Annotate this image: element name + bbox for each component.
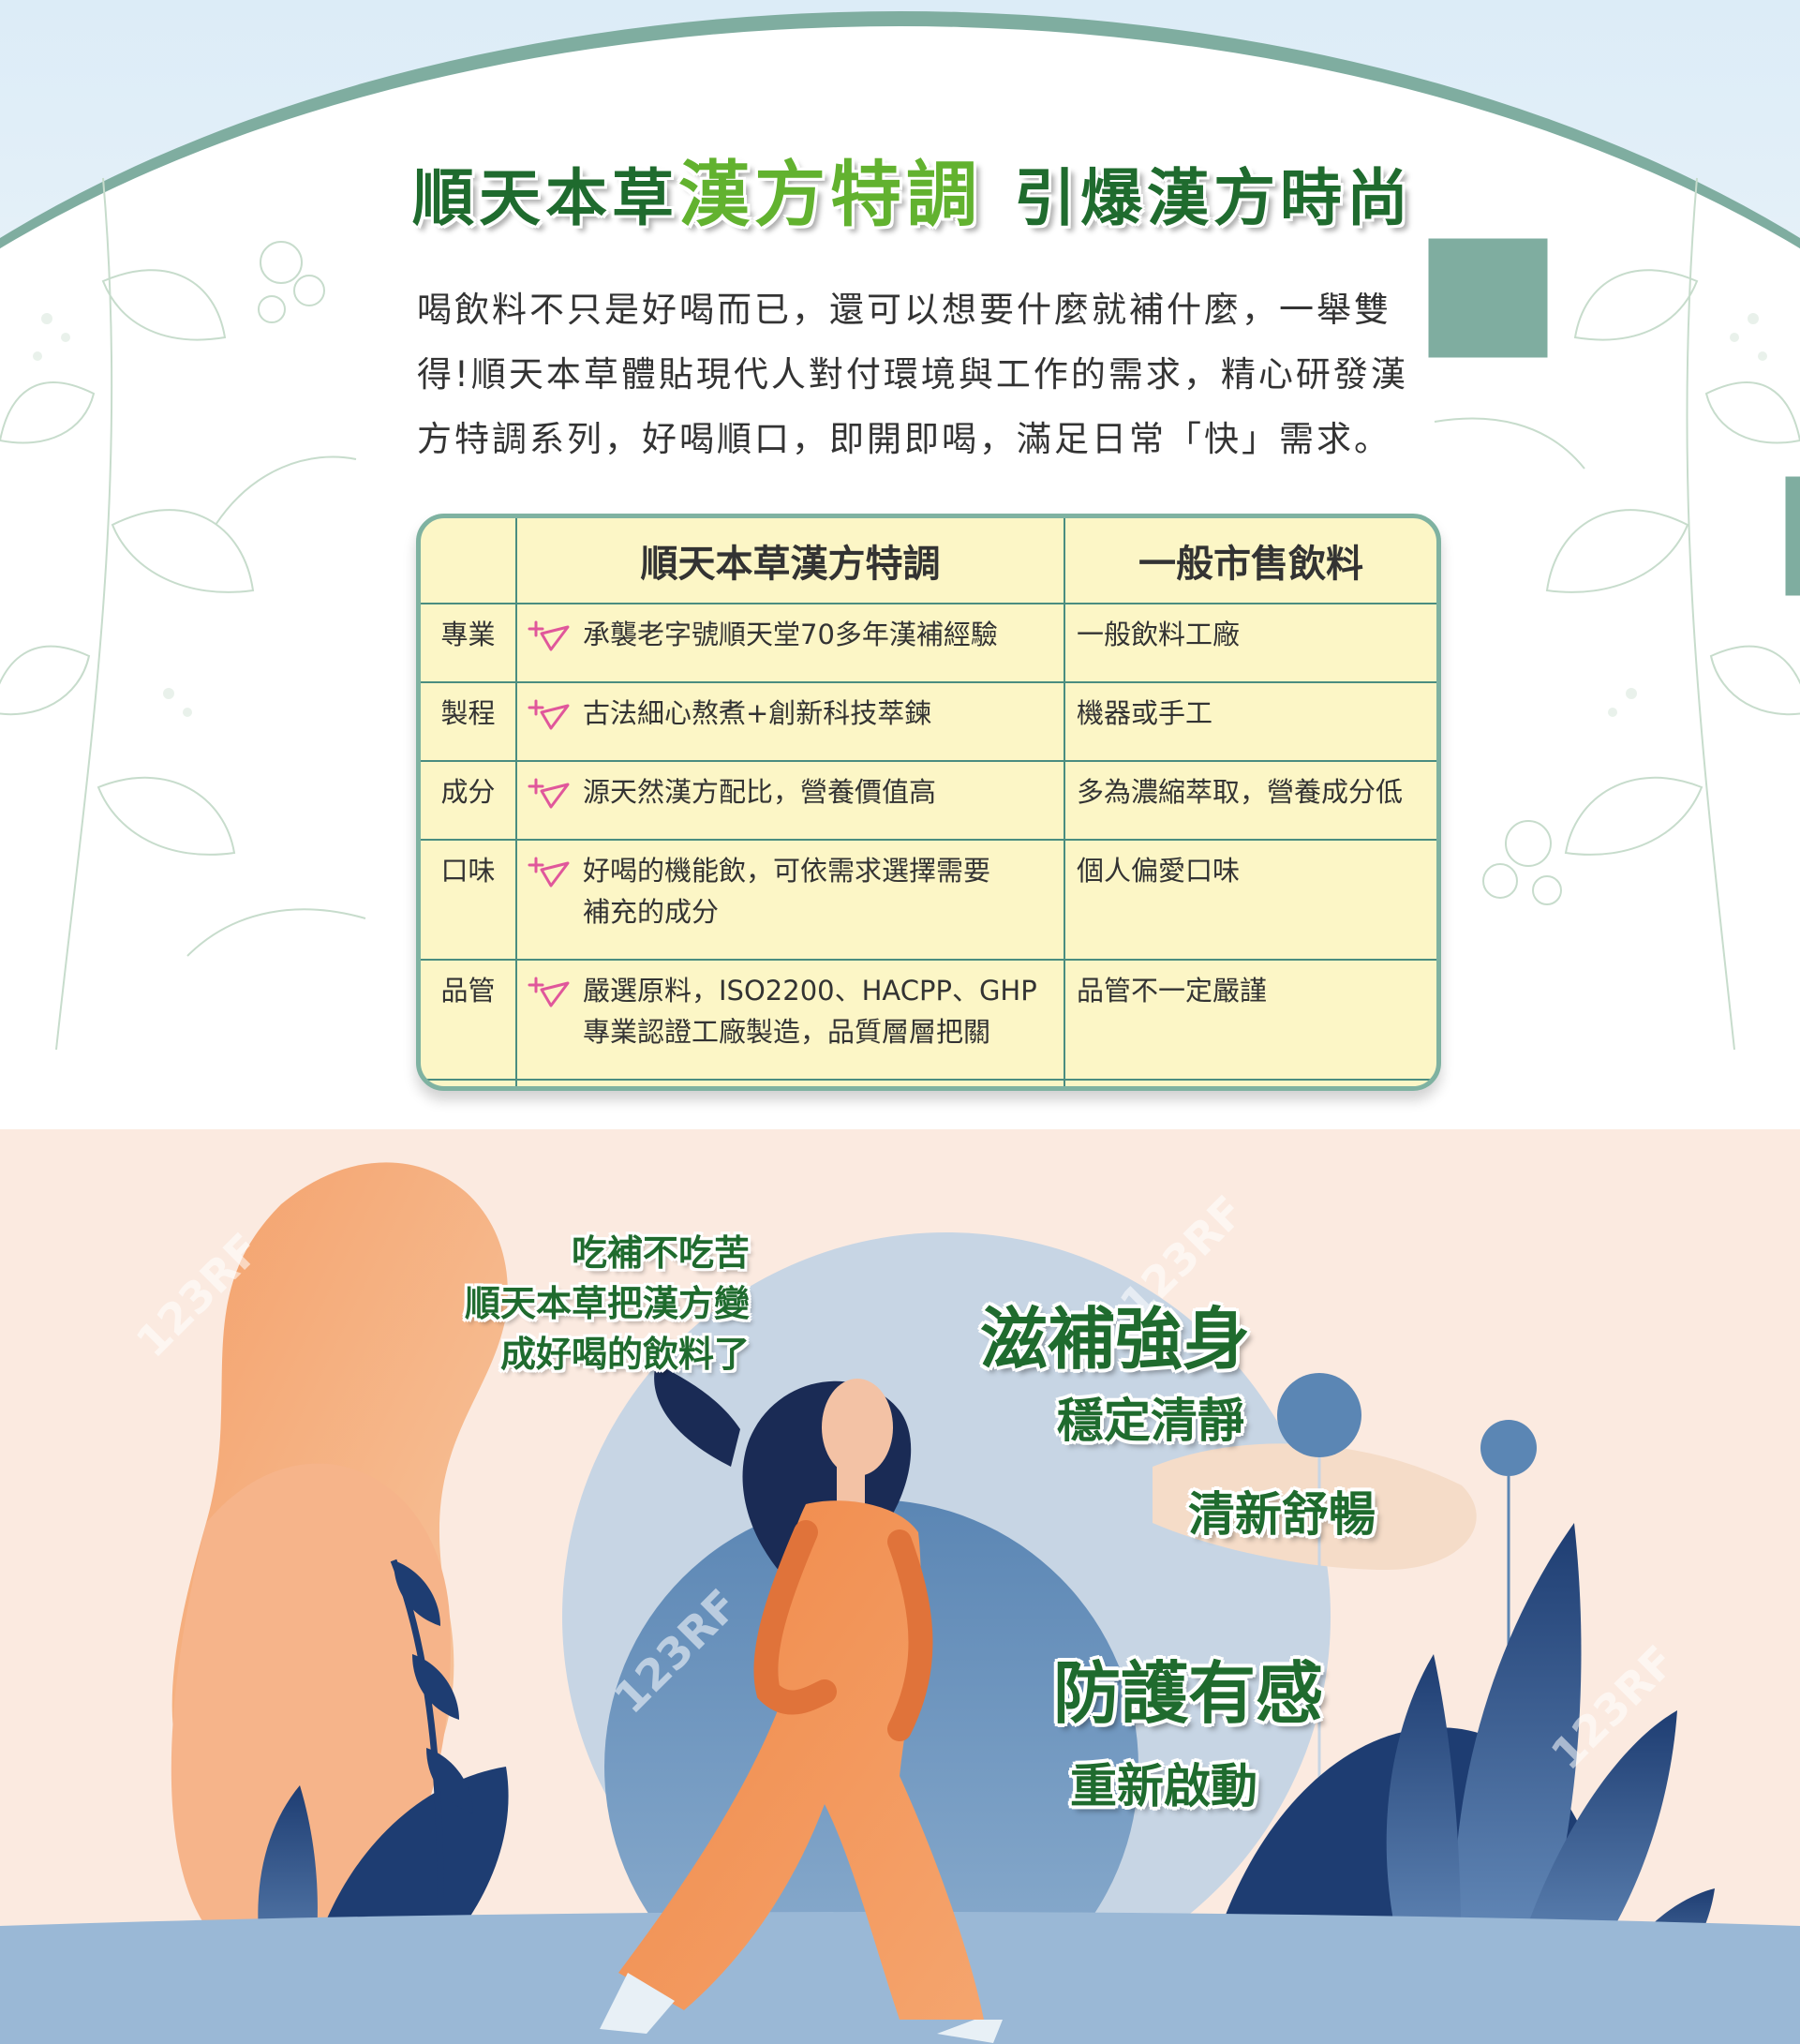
- row-ours: 源天然漢方配比，營養價值高: [516, 761, 1065, 841]
- row-category: 專業: [421, 604, 517, 683]
- woman-walking-illustration: [0, 1162, 1800, 2044]
- row-ours: 古法細心熬煮+創新科技萃鍊: [516, 682, 1065, 762]
- row-category: 口味: [421, 840, 517, 961]
- row-category: 安全: [421, 1080, 517, 1086]
- row-general: 一般飲料工廠: [1064, 604, 1436, 683]
- herb-illustration-left: [0, 177, 366, 1051]
- row-ours: 無添加防腐劑、香料、色素 無人工甜味劑: [516, 1080, 1065, 1091]
- table-row: 專業 承襲老字號順天堂70多年漢補經驗 一般飲料工廠: [421, 604, 1436, 683]
- table-row: 品管 嚴選原料，ISO2200、HACPP、GHP 專業認證工廠製造，品質層層把…: [421, 960, 1436, 1081]
- row-general: 常有化學添加物: [1064, 1080, 1436, 1086]
- row-ours-text: 無添加防腐劑、香料、色素 無人工甜味劑: [583, 1090, 1056, 1091]
- title-product: 漢方特調: [678, 153, 982, 236]
- pink-check-icon: [528, 620, 570, 651]
- pink-check-icon: [528, 778, 570, 809]
- row-ours: 好喝的機能飲，可依需求選擇需要 補充的成分: [516, 840, 1065, 961]
- table-header-general: 一般市售飲料: [1064, 518, 1436, 604]
- intro-line-2: 得!順天本草體貼現代人對付環境與工作的需求，精心研發漢: [417, 354, 1408, 395]
- intro-line-1: 喝飲料不只是好喝而已，還可以想要什麼就補什麼，一舉雙: [417, 290, 1391, 330]
- row-ours-text: 嚴選原料，ISO2200、HACPP、GHP 專業認證工廠製造，品質層層把關: [583, 975, 1037, 1048]
- table-header-blank: [421, 518, 517, 604]
- row-ours-text: 好喝的機能飲，可依需求選擇需要 補充的成分: [583, 855, 991, 928]
- intro-paragraph: 喝飲料不只是好喝而已，還可以想要什麼就補什麼，一舉雙 得!順天本草體貼現代人對付…: [417, 277, 1466, 471]
- row-general: 個人偏愛口味: [1064, 840, 1436, 961]
- table-row: 安全 無添加防腐劑、香料、色素 無人工甜味劑 常有化學添加物: [421, 1080, 1436, 1091]
- table-row: 成分 源天然漢方配比，營養價值高 多為濃縮萃取，營養成分低: [421, 761, 1436, 841]
- speech-line-2: 順天本草把漢方變: [464, 1283, 750, 1324]
- speech-line-3: 成好喝的飲料了: [499, 1334, 750, 1375]
- illustration-section: 123RF 123RF 123RF 123RF: [0, 1129, 1800, 2044]
- tagline-restart: 重新啟動: [1070, 1759, 1257, 1813]
- row-ours-text: 古法細心熬煮+創新科技萃鍊: [583, 697, 932, 729]
- title-tagline: 引爆漢方時尚: [1014, 162, 1413, 234]
- title-brand: 順天本草: [412, 162, 678, 234]
- row-ours-text: 承襲老字號順天堂70多年漢補經驗: [583, 619, 998, 650]
- table-row: 口味 好喝的機能飲，可依需求選擇需要 補充的成分 個人偏愛口味: [421, 840, 1436, 961]
- row-ours: 嚴選原料，ISO2200、HACPP、GHP 專業認證工廠製造，品質層層把關: [516, 960, 1065, 1081]
- tagline-nourish: 滋補強身: [980, 1300, 1251, 1379]
- comparison-table: 順天本草漢方特調 一般市售飲料 專業 承襲老字號順天堂70多年漢補經驗 一般飲料…: [416, 514, 1441, 1091]
- table-header-ours: 順天本草漢方特調: [516, 518, 1065, 604]
- pink-check-icon: [528, 699, 570, 730]
- pink-check-icon: [528, 977, 570, 1007]
- row-ours-text: 源天然漢方配比，營養價值高: [583, 776, 937, 808]
- table-row: 製程 古法細心熬煮+創新科技萃鍊 機器或手工: [421, 682, 1436, 762]
- row-general: 多為濃縮萃取，營養成分低: [1064, 761, 1436, 841]
- tagline-protect: 防護有感: [1053, 1654, 1324, 1733]
- row-general: 機器或手工: [1064, 682, 1436, 762]
- page-title: 順天本草漢方特調 引爆漢方時尚: [412, 148, 1499, 242]
- speech-line-1: 吃補不吃苦: [571, 1232, 750, 1274]
- row-general: 品管不一定嚴謹: [1064, 960, 1436, 1081]
- tagline-refresh: 清新舒暢: [1188, 1487, 1376, 1542]
- intro-line-3: 方特調系列，好喝順口，即開即喝，滿足日常「快」需求。: [417, 419, 1391, 459]
- row-category: 成分: [421, 761, 517, 841]
- row-category: 製程: [421, 682, 517, 762]
- tagline-calm: 穩定清靜: [1057, 1394, 1244, 1448]
- row-category: 品管: [421, 960, 517, 1081]
- row-ours: 承襲老字號順天堂70多年漢補經驗: [516, 604, 1065, 683]
- speech-text: 吃補不吃苦 順天本草把漢方變 成好喝的飲料了: [412, 1228, 750, 1380]
- pink-check-icon: [528, 857, 570, 888]
